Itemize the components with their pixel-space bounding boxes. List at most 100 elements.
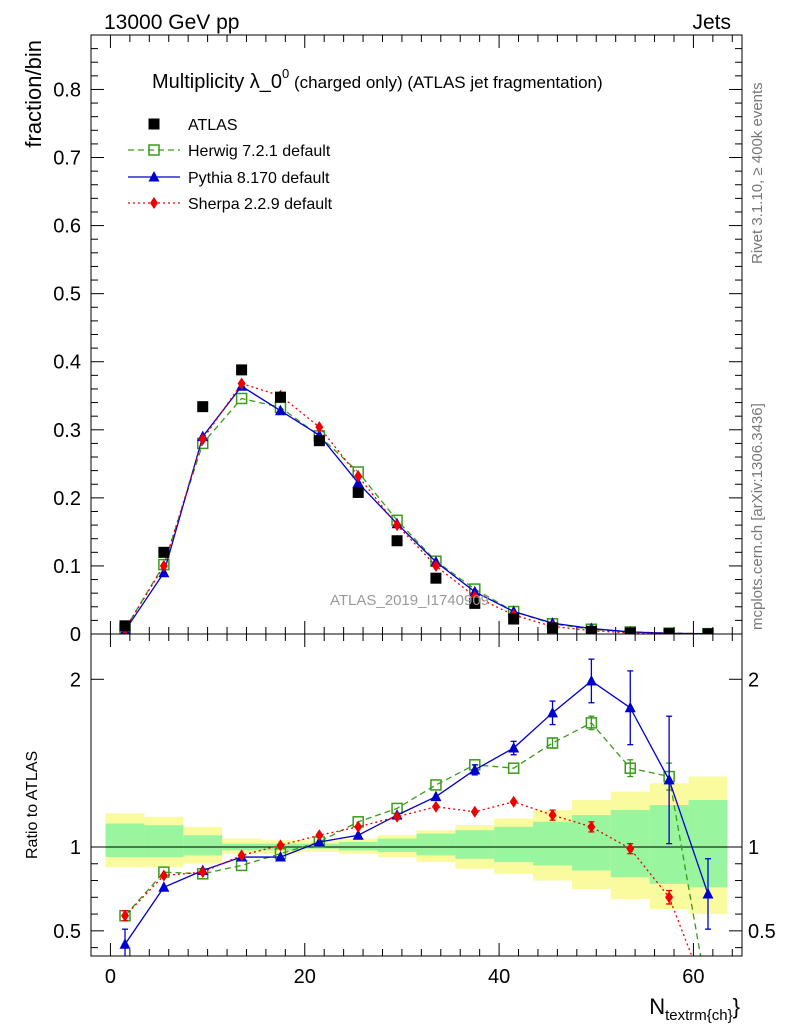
ratio-point-sherpa-2-2-9-default [509,795,518,808]
ratio-point-herwig-7-2-1-default [507,762,520,774]
ratio-point-pythia-8-170-default [663,773,675,785]
green-band-bin [455,830,495,859]
ratio-point-pythia-8-170-default [274,851,286,862]
ratio-point-sherpa-2-2-9-default [237,849,246,862]
ratio-y-tick-label-right: 2 [748,669,759,691]
x-tick-label: 0 [105,966,116,988]
main-y-tick-label: 0.2 [53,488,81,510]
main-y-tick-label: 0.8 [53,79,81,101]
x-axis-label: Ntextrm{ch}} [649,994,740,1024]
main-y-axis-label: fraction/bin [21,40,46,148]
point-atlas [274,391,286,403]
green-band-bin [494,826,534,863]
legend-item-sherpa-2-2-9-default: Sherpa 2.2.9 default [128,196,333,213]
green-band-bin [105,823,145,858]
green-band-bin [416,833,456,856]
ratio-point-herwig-7-2-1-default [624,762,637,774]
point-atlas [469,597,481,609]
point-atlas [508,613,520,625]
point-atlas [547,622,559,634]
main-y-tick-label: 0.4 [53,352,81,374]
green-band-bin [533,821,572,866]
legend-marker [150,197,158,209]
ratio-y-tick-label-right: 0.5 [748,921,776,943]
point-sherpa-2-2-9-default [159,559,168,572]
ratio-point-pythia-8-170-default [702,887,714,899]
ratio-y-axis: 0.5 0.5 1 1 2 2 [53,669,776,949]
ratio-point-pythia-8-170-default [585,674,597,686]
ratio-y-tick-label-left: 1 [70,837,81,859]
point-atlas [236,364,248,376]
main-y-tick-label: 0.6 [53,216,81,238]
green-band-bin [144,825,184,858]
ratio-point-sherpa-2-2-9-default [470,805,479,818]
side-label-rivet: Rivet 3.1.10, ≥ 400k events [749,82,766,264]
ratio-series-sherpa-2-2-9-default [121,795,693,956]
main-plot: 0 0.1 0.2 0.3 0.4 0.5 0.6 0.7 0.8 fraction/bin Mul… [21,34,743,646]
point-atlas [430,572,442,584]
point-sherpa-2-2-9-default [198,433,207,446]
point-pythia-8-170-default [274,404,286,416]
ratio-point-sherpa-2-2-9-default [315,829,324,842]
ratio-point-sherpa-2-2-9-default [198,866,207,879]
point-pythia-8-170-default [352,476,364,488]
main-y-axis: 0 0.1 0.2 0.3 0.4 0.5 0.6 0.7 0.8 [53,34,742,646]
point-atlas [391,535,403,547]
series-line-sherpa-2-2-9-default [124,382,708,634]
ratio-bands [105,776,728,915]
svg-text:Rivet 3.1.10, ≥ 400k events: Rivet 3.1.10, ≥ 400k events [749,82,766,264]
legend-label: ATLAS [188,117,238,134]
point-herwig-7-2-1-default [235,392,248,405]
ratio-point-sherpa-2-2-9-default [548,809,557,822]
ratio-line-sherpa-2-2-9-default [124,801,693,956]
point-atlas [352,486,364,498]
ratio-y-axis-label: Ratio to ATLAS [24,751,41,859]
side-label-mcplots: mcplots.cern.ch [arXiv:1306.3436] [749,403,766,630]
point-sherpa-2-2-9-default [315,421,324,434]
ratio-point-pythia-8-170-default [547,706,559,718]
point-atlas [663,628,675,634]
header-left-label: 13000 GeV pp [104,11,239,34]
ratio-point-pythia-8-170-default [352,829,364,840]
legend-item-herwig-7-2-1-default: Herwig 7.2.1 default [128,143,331,160]
header-right-label: Jets [692,11,731,34]
analysis-watermark: ATLAS_2019_I1740909 [330,592,489,609]
ratio-y-tick-label-right: 1 [748,837,759,859]
green-band-bin [377,838,417,853]
ratio-y-tick-label-left: 2 [70,669,81,691]
ratio-point-sherpa-2-2-9-default [159,869,168,882]
ratio-point-pythia-8-170-default [469,763,481,775]
legend-label: Pythia 8.170 default [188,170,330,187]
ratio-point-pythia-8-170-default [119,938,131,949]
ratio-point-sherpa-2-2-9-default [626,842,635,855]
green-band-bin [338,841,378,851]
ratio-point-herwig-7-2-1-default [703,993,713,1003]
ratio-point-sherpa-2-2-9-default [393,810,402,823]
main-y-tick-label: 0 [70,624,81,646]
point-atlas [702,628,714,634]
point-atlas [585,625,597,634]
x-tick-label: 60 [682,966,704,988]
main-y-tick-label: 0.5 [53,284,81,306]
ratio-point-herwig-7-2-1-default [546,737,559,749]
main-series-layer [119,364,714,634]
point-atlas [158,546,170,558]
main-x-ticks [109,35,733,634]
green-band-bin [183,835,223,856]
ratio-plot: 0.5 0.5 1 1 2 2 Ratio to ATLAS 0 20 40 60 Ntextrm{c… [24,633,776,1024]
point-atlas [624,627,636,634]
ratio-line-herwig-7-2-1-default [124,722,702,956]
ratio-point-pythia-8-170-default [508,742,520,753]
ratio-point-pythia-8-170-default [624,701,636,713]
ratio-frame [90,633,743,957]
svg-text:mcplots.cern.ch [arXiv:1306.34: mcplots.cern.ch [arXiv:1306.3436] [749,403,766,630]
point-pythia-8-170-default [158,566,170,578]
point-sherpa-2-2-9-default [354,470,363,483]
point-sherpa-2-2-9-default [393,519,402,532]
point-atlas [197,401,209,413]
point-atlas [119,620,131,632]
ratio-point-herwig-7-2-1-default [430,779,442,791]
main-y-tick-label: 0.1 [53,556,81,578]
ratio-point-sherpa-2-2-9-default [431,800,440,813]
